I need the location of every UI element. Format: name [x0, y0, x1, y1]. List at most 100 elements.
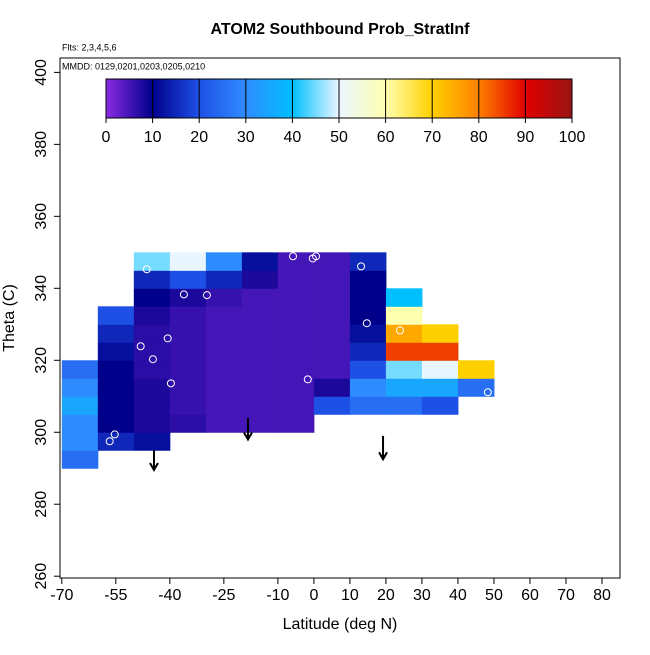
heat-cell — [205, 306, 243, 325]
colorbar-tick-label: 80 — [470, 129, 488, 146]
heat-cell — [169, 306, 207, 325]
heat-cell — [205, 270, 243, 289]
heat-cell — [205, 324, 243, 343]
heat-cell — [169, 270, 207, 289]
heat-cell — [277, 270, 315, 289]
y-tick-label: 280 — [33, 491, 50, 518]
heat-cell — [349, 270, 387, 289]
heat-cell — [241, 396, 279, 415]
heat-cell — [277, 360, 315, 379]
heat-cell — [169, 378, 207, 397]
heat-cell — [205, 342, 243, 361]
heat-cell — [133, 396, 171, 415]
heat-cell — [385, 288, 423, 307]
data-point — [270, 244, 279, 253]
heat-cell — [133, 306, 171, 325]
x-tick-label: 70 — [557, 587, 575, 604]
heat-cell — [133, 360, 171, 379]
heat-cell — [97, 342, 135, 361]
x-tick-label: -40 — [158, 587, 181, 604]
heat-cell — [61, 360, 99, 379]
heat-cell — [169, 288, 207, 307]
data-point — [142, 265, 151, 274]
x-tick-label: -70 — [50, 587, 73, 604]
heat-cell — [205, 252, 243, 271]
heat-cell — [169, 252, 207, 271]
heat-cell — [385, 306, 423, 325]
heat-cell — [385, 378, 423, 397]
x-tick-label: 0 — [309, 587, 318, 604]
data-point — [357, 262, 366, 271]
arrow — [243, 417, 253, 442]
heat-cell — [205, 360, 243, 379]
arrow — [378, 435, 388, 462]
heat-cell — [133, 288, 171, 307]
data-point — [395, 326, 404, 335]
heat-cell — [421, 360, 459, 379]
heat-cell — [61, 450, 99, 469]
x-tick-label: 30 — [413, 587, 431, 604]
heat-cell — [385, 396, 423, 415]
y-tick-label: 320 — [33, 347, 50, 374]
colorbar-tick-label: 20 — [190, 129, 208, 146]
y-tick-label: 340 — [33, 275, 50, 302]
arrow — [149, 450, 159, 473]
heat-cell — [133, 270, 171, 289]
heat-cell — [61, 378, 99, 397]
data-point — [312, 252, 321, 261]
colorbar-tick-label: 0 — [102, 129, 111, 146]
heat-cell — [241, 378, 279, 397]
data-point — [110, 430, 119, 439]
data-point — [303, 375, 312, 384]
colorbar-tick-label: 50 — [330, 129, 348, 146]
x-axis-label: Latitude (deg N) — [283, 616, 398, 633]
heat-cell — [385, 324, 423, 343]
heat-cell — [133, 342, 171, 361]
annotation: Flts: 2,3,4,5,6 — [62, 42, 117, 52]
data-point — [148, 355, 157, 364]
x-tick-label: -10 — [266, 587, 289, 604]
heat-cell — [61, 414, 99, 433]
heat-cell — [349, 378, 387, 397]
heat-cell — [313, 396, 351, 415]
data-point — [105, 437, 114, 446]
heat-cell — [241, 306, 279, 325]
colorbar-tick-label: 10 — [144, 129, 162, 146]
heat-cell — [421, 324, 459, 343]
x-tick-label: 80 — [593, 587, 611, 604]
y-tick-label: 260 — [33, 563, 50, 590]
heat-cell — [385, 360, 423, 379]
heat-cell — [97, 396, 135, 415]
data-point — [136, 342, 145, 351]
data-point — [289, 252, 298, 261]
heat-cell — [169, 396, 207, 415]
heat-cell — [457, 378, 495, 397]
heat-cell — [277, 414, 315, 433]
heat-cell — [421, 342, 459, 361]
heat-cell — [169, 342, 207, 361]
heat-cell — [133, 432, 171, 451]
heat-cell — [313, 306, 351, 325]
y-tick-label: 360 — [33, 203, 50, 230]
heat-cell — [169, 360, 207, 379]
colorbar-tick-label: 60 — [377, 129, 395, 146]
heat-cell — [97, 306, 135, 325]
heat-cell — [349, 324, 387, 343]
data-point — [362, 319, 371, 328]
y-tick-label: 380 — [33, 131, 50, 158]
heat-cell — [349, 342, 387, 361]
x-tick-label: 50 — [485, 587, 503, 604]
heat-cell — [205, 288, 243, 307]
x-tick-label: 10 — [341, 587, 359, 604]
heat-cell — [133, 324, 171, 343]
heat-cell — [205, 378, 243, 397]
colorbar-tick-label: 70 — [423, 129, 441, 146]
data-point — [179, 290, 188, 299]
colorbar-tick-label: 30 — [237, 129, 255, 146]
x-tick-label: 60 — [521, 587, 539, 604]
heat-cell — [313, 360, 351, 379]
y-tick-label: 400 — [33, 59, 50, 86]
heat-cell — [313, 342, 351, 361]
heat-cell — [97, 360, 135, 379]
